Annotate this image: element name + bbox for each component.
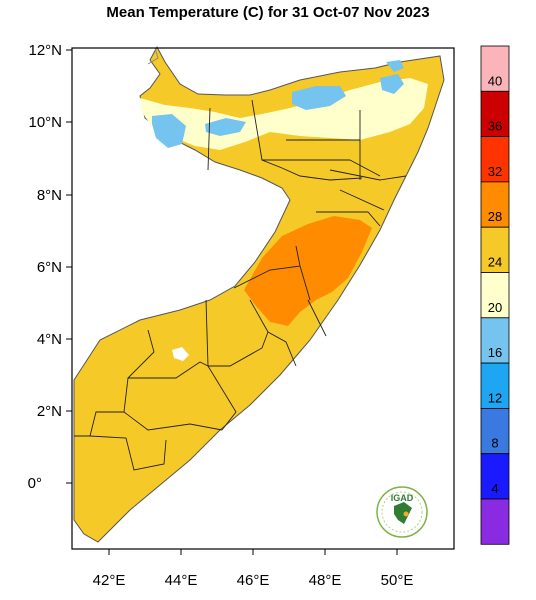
- colorbar-label: 28: [488, 209, 502, 224]
- lat-label-6n: 6°N: [37, 259, 62, 276]
- colorbar-segment: [480, 272, 510, 319]
- colorbar-label: 24: [488, 255, 502, 270]
- colorbar-segment: [480, 453, 510, 500]
- colorbar-segment: [480, 362, 510, 409]
- colorbar-segment: [480, 407, 510, 455]
- colorbar: 40 36 32 28 24 20 16 12 8 4: [480, 45, 510, 545]
- colorbar-segment: [480, 317, 510, 364]
- lat-label-10n: 10°N: [28, 114, 62, 131]
- lat-label-8n: 8°N: [37, 187, 62, 204]
- igad-logo-text: IGAD: [391, 493, 414, 503]
- colorbar-label: 8: [491, 436, 498, 451]
- colorbar-label: 12: [488, 390, 502, 405]
- colorbar-label: 20: [488, 300, 502, 315]
- lon-label-42e: 42°E: [93, 572, 126, 589]
- lon-label-46e: 46°E: [237, 572, 270, 589]
- lon-label-44e: 44°E: [165, 572, 198, 589]
- lat-tick-marks: [66, 49, 72, 484]
- map-layer: [73, 45, 445, 543]
- map-title: Mean Temperature (C) for 31 Oct-07 Nov 2…: [106, 4, 429, 21]
- colorbar-segment: [480, 498, 510, 545]
- neighbor-outline: [147, 47, 159, 65]
- cool-pocket-1: [152, 114, 186, 148]
- region-28-32: [244, 216, 372, 326]
- lat-label-4n: 4°N: [37, 331, 62, 348]
- lon-label-48e: 48°E: [309, 572, 342, 589]
- lon-label-50e: 50°E: [381, 572, 414, 589]
- colorbar-label: 4: [491, 481, 498, 496]
- colorbar-segment: [480, 45, 510, 92]
- lat-label-0: 0°: [28, 475, 42, 492]
- cool-pocket-4: [380, 74, 404, 94]
- lon-tick-marks: [108, 549, 398, 555]
- cool-pocket-2: [205, 118, 246, 136]
- colorbar-label: 36: [488, 119, 502, 134]
- colorbar-label: 40: [488, 73, 502, 88]
- lat-label-2n: 2°N: [37, 403, 62, 420]
- lat-label-12n: 12°N: [28, 42, 62, 59]
- colorbar-segment: [480, 90, 510, 138]
- admin-boundaries: [74, 99, 407, 471]
- cool-pocket-3: [292, 86, 346, 110]
- cool-pocket-5: [386, 60, 404, 72]
- no-data-spot: [172, 347, 189, 361]
- map-border: [71, 47, 455, 550]
- colorbar-label: 32: [488, 164, 502, 179]
- colorbar-label: 16: [488, 345, 502, 360]
- igad-logo: IGAD: [376, 486, 428, 538]
